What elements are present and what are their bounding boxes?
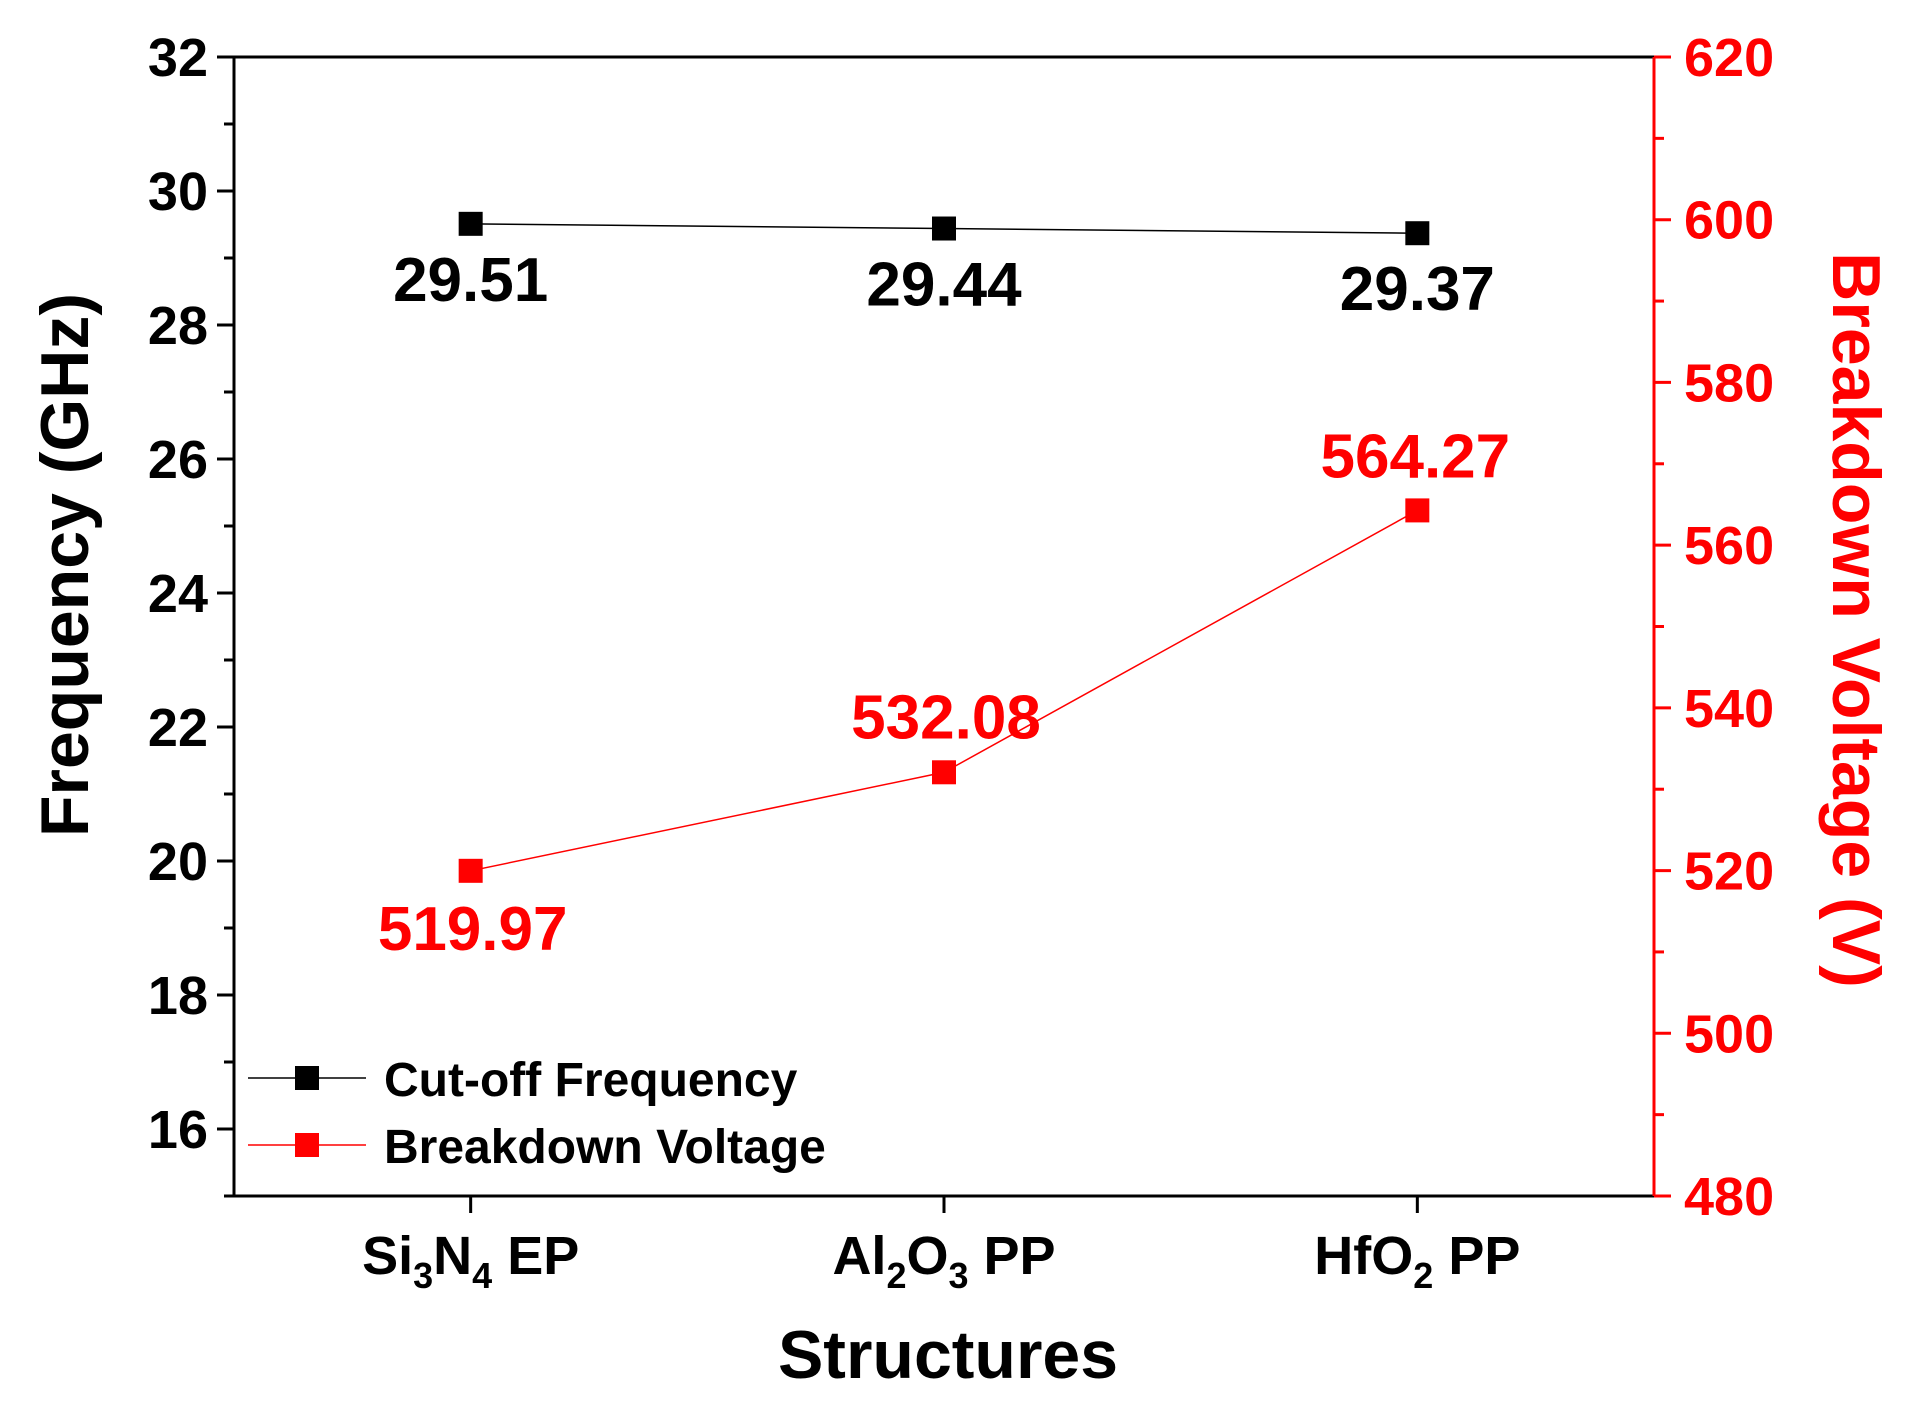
x-tick-label-subscript: 3 — [948, 1255, 968, 1296]
data-label: 29.37 — [1340, 255, 1495, 324]
x-tick-label-subscript: 2 — [1413, 1255, 1433, 1296]
series-layer: 29.51 29.44 29.37 519.97 532.08 564.27 — [378, 211, 1510, 964]
data-label: 532.08 — [851, 683, 1041, 752]
data-point-marker — [1405, 498, 1430, 523]
right-tick-label: 520 — [1684, 842, 1774, 902]
right-tick-label: 480 — [1684, 1167, 1774, 1227]
data-label: 29.44 — [866, 251, 1022, 320]
left-tick-label: 30 — [148, 162, 208, 222]
x-tick-label-part: Si — [362, 1226, 413, 1286]
x-tick-label-part: HfO — [1314, 1226, 1413, 1286]
data-label: 519.97 — [378, 895, 568, 964]
x-tick-label-part: PP — [969, 1226, 1056, 1286]
data-point-marker — [932, 216, 956, 241]
x-tick-label-subscript: 3 — [413, 1255, 433, 1296]
x-tick-label-part: N — [433, 1226, 472, 1286]
x-tick-label-subscript: 4 — [472, 1255, 492, 1296]
legend-marker — [295, 1133, 319, 1157]
legend-label: Breakdown Voltage — [384, 1121, 826, 1174]
right-tick-label: 560 — [1684, 516, 1774, 576]
x-tick-label-part: EP — [492, 1226, 579, 1286]
data-point-marker — [932, 760, 956, 785]
right-tick-label: 600 — [1684, 191, 1774, 251]
legend-marker — [295, 1066, 319, 1090]
data-label: 564.27 — [1321, 422, 1511, 491]
left-tick-label: 32 — [148, 28, 208, 88]
x-tick-label-part: PP — [1433, 1226, 1520, 1286]
left-tick-label: 18 — [148, 966, 208, 1026]
right-tick-label: 540 — [1684, 679, 1774, 739]
series-breakdown-voltage: 519.97 532.08 564.27 — [378, 422, 1510, 963]
right-y-axis-title: Breakdown Voltage (V) — [1818, 252, 1894, 988]
left-tick-label: 20 — [148, 832, 208, 892]
left-y-axis: 16 18 20 22 24 26 28 30 32 — [148, 28, 234, 1198]
right-tick-label: 500 — [1684, 1004, 1774, 1064]
x-tick-label-subscript: 2 — [886, 1255, 906, 1296]
x-tick-label: HfO2 PP — [1314, 1226, 1520, 1296]
x-axis: Si3N4 EP Al2O3 PP HfO2 PP — [362, 1196, 1520, 1296]
right-tick-label: 620 — [1684, 28, 1774, 88]
left-tick-label: 26 — [148, 430, 208, 490]
left-tick-label: 22 — [148, 698, 208, 758]
legend: Cut-off Frequency Breakdown Voltage — [248, 1054, 826, 1174]
x-tick-label-part: Al — [832, 1226, 886, 1286]
series-cut-off-frequency: 29.51 29.44 29.37 — [393, 211, 1495, 324]
x-axis-title: Structures — [778, 1317, 1118, 1393]
right-tick-label: 580 — [1684, 353, 1774, 413]
x-tick-label: Al2O3 PP — [832, 1226, 1055, 1296]
left-tick-label: 28 — [148, 296, 208, 356]
data-point-marker — [458, 858, 483, 883]
left-tick-label: 24 — [148, 564, 208, 624]
left-y-axis-title: Frequency (GHz) — [27, 293, 103, 837]
data-point-marker — [458, 211, 483, 236]
left-tick-label: 16 — [148, 1100, 208, 1160]
data-point-marker — [1405, 221, 1430, 246]
legend-label: Cut-off Frequency — [384, 1054, 798, 1107]
data-label: 29.51 — [393, 246, 548, 315]
x-tick-label-part: O — [906, 1226, 948, 1286]
x-tick-label: Si3N4 EP — [362, 1226, 579, 1296]
right-y-axis: 480 500 520 540 560 580 600 620 — [1654, 28, 1774, 1227]
